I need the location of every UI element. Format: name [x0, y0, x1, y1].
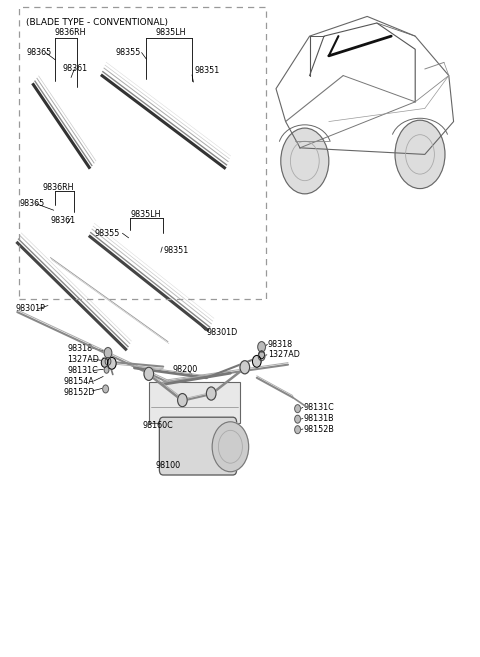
Text: 98152D: 98152D: [63, 388, 95, 397]
Text: (BLADE TYPE - CONVENTIONAL): (BLADE TYPE - CONVENTIONAL): [26, 18, 168, 27]
Circle shape: [281, 128, 329, 194]
Text: 98355: 98355: [115, 48, 141, 57]
FancyBboxPatch shape: [149, 382, 240, 423]
Text: 9835LH: 9835LH: [155, 28, 186, 37]
Text: 9836RH: 9836RH: [54, 28, 86, 37]
Circle shape: [144, 367, 154, 380]
Text: 98365: 98365: [26, 48, 52, 57]
Text: 98131C: 98131C: [67, 366, 98, 375]
Text: 98154A: 98154A: [63, 376, 94, 386]
Circle shape: [295, 405, 300, 413]
Circle shape: [258, 342, 265, 352]
Text: 98318: 98318: [268, 340, 293, 349]
Text: 1327AD: 1327AD: [67, 355, 99, 364]
Circle shape: [206, 387, 216, 400]
Text: 98355: 98355: [94, 229, 120, 238]
Circle shape: [252, 355, 261, 367]
Text: 98318: 98318: [67, 344, 92, 353]
Text: 1327AD: 1327AD: [268, 350, 300, 359]
Circle shape: [295, 426, 300, 434]
Circle shape: [240, 361, 250, 374]
Text: 98361: 98361: [62, 64, 87, 74]
Circle shape: [105, 357, 111, 365]
Circle shape: [101, 358, 108, 367]
Text: 98160C: 98160C: [143, 421, 173, 430]
Circle shape: [258, 351, 265, 361]
Text: 98200: 98200: [173, 365, 198, 374]
Text: 9836RH: 9836RH: [42, 183, 74, 192]
Circle shape: [104, 348, 112, 358]
Text: 98351: 98351: [194, 66, 220, 76]
Text: 98365: 98365: [19, 199, 45, 208]
FancyBboxPatch shape: [159, 417, 237, 475]
Text: 98152B: 98152B: [304, 424, 335, 434]
Circle shape: [259, 351, 264, 359]
Text: 98100: 98100: [156, 461, 181, 470]
Circle shape: [212, 422, 249, 472]
Circle shape: [108, 357, 116, 369]
Circle shape: [103, 385, 108, 393]
Circle shape: [178, 394, 187, 407]
Circle shape: [104, 367, 109, 373]
Text: 98351: 98351: [163, 246, 189, 256]
Circle shape: [295, 415, 300, 423]
Text: 98301P: 98301P: [15, 304, 45, 313]
Text: 98131B: 98131B: [304, 414, 335, 423]
Text: 98361: 98361: [50, 215, 75, 225]
Text: 9835LH: 9835LH: [131, 210, 161, 219]
Circle shape: [395, 120, 445, 189]
Text: 98131C: 98131C: [304, 403, 335, 412]
Text: 98301D: 98301D: [206, 328, 238, 337]
